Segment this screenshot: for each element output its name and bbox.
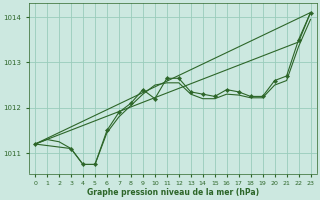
X-axis label: Graphe pression niveau de la mer (hPa): Graphe pression niveau de la mer (hPa) [87, 188, 259, 197]
